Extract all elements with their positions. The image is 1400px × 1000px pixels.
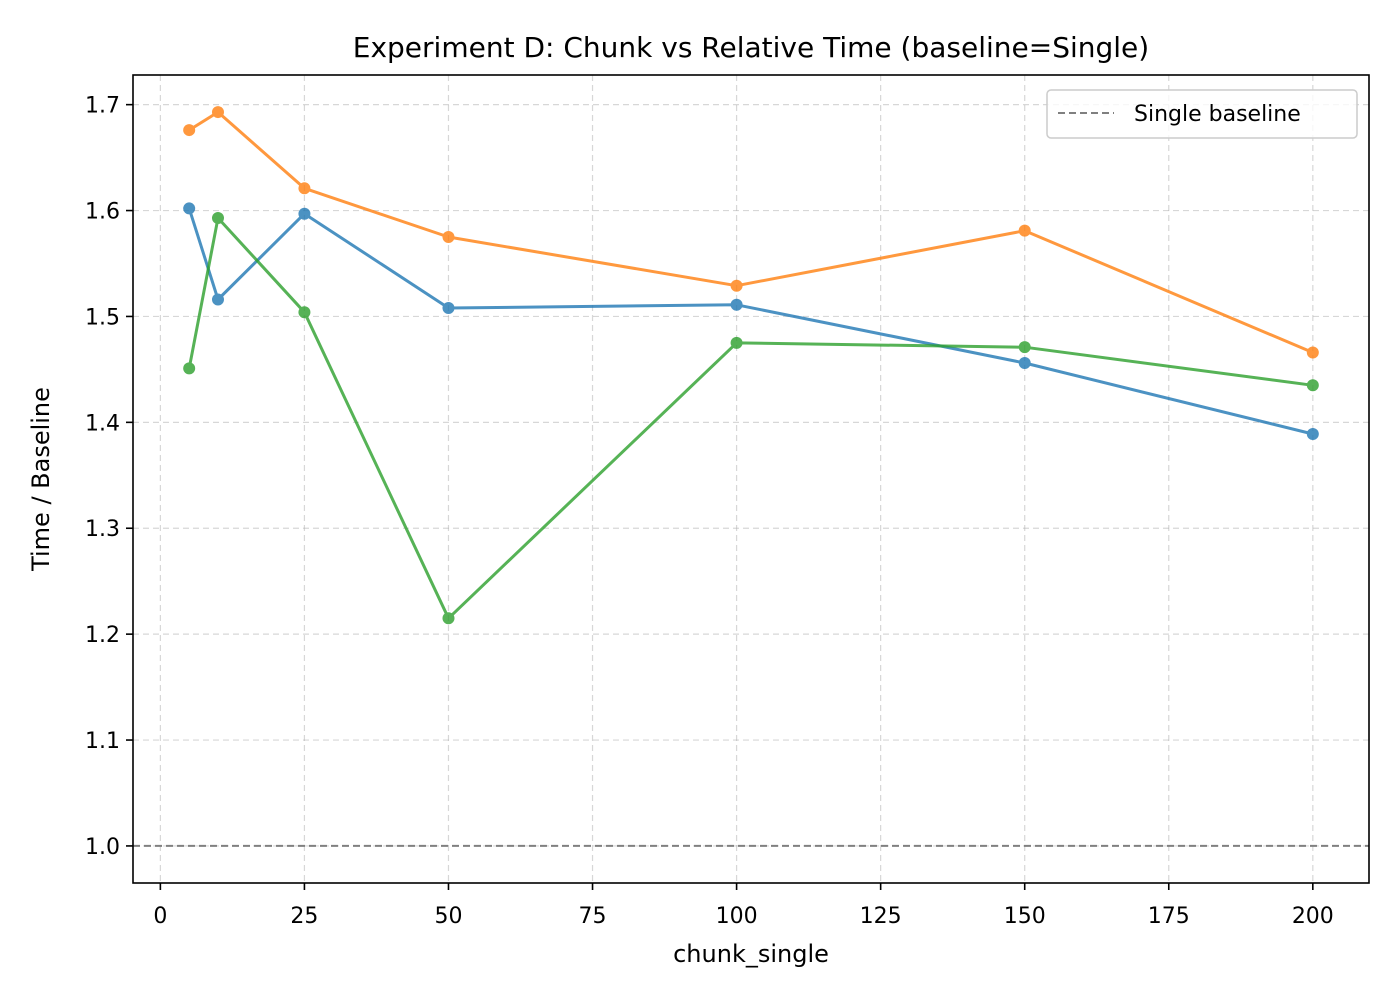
x-tick-label: 25 <box>290 904 318 929</box>
series-2 <box>183 106 1319 359</box>
x-tick-label: 175 <box>1148 904 1190 929</box>
x-tick-label: 75 <box>579 904 607 929</box>
chart-title: Experiment D: Chunk vs Relative Time (ba… <box>353 31 1149 64</box>
data-point <box>730 279 743 292</box>
data-point <box>211 106 224 119</box>
data-point <box>183 202 196 215</box>
series-layer <box>183 106 1319 625</box>
y-tick-label: 1.3 <box>85 517 120 542</box>
x-tick-label: 100 <box>716 904 758 929</box>
y-tick-label: 1.4 <box>85 411 120 436</box>
data-point <box>183 124 196 137</box>
x-axis-label: chunk_single <box>673 940 829 968</box>
y-axis-label: Time / Baseline <box>27 387 55 572</box>
legend-box <box>1046 89 1358 139</box>
plot-area-frame <box>132 74 1370 884</box>
x-tick-label: 125 <box>860 904 902 929</box>
y-tick-label: 1.1 <box>85 729 120 754</box>
x-tick-label: 0 <box>153 904 167 929</box>
data-point <box>298 207 311 220</box>
grid <box>133 75 1369 883</box>
data-point <box>1306 427 1319 440</box>
data-point <box>442 301 455 314</box>
data-point <box>730 298 743 311</box>
data-point <box>1018 357 1031 370</box>
y-tick-label: 1.6 <box>85 200 120 225</box>
data-point <box>1306 346 1319 359</box>
y-tick-label: 1.7 <box>85 94 120 119</box>
data-point <box>442 231 455 244</box>
y-tick-label: 1.0 <box>85 835 120 860</box>
x-tick-label: 50 <box>434 904 462 929</box>
series-3 <box>183 211 1319 625</box>
data-point <box>1018 341 1031 354</box>
series-1 <box>183 202 1319 440</box>
data-point <box>183 362 196 375</box>
data-point <box>730 336 743 349</box>
x-tick-label: 200 <box>1292 904 1334 929</box>
data-point <box>1018 224 1031 237</box>
y-axis-ticks: 1.0 1.1 1.2 1.3 1.4 1.5 1.6 1.7 <box>85 94 133 860</box>
series-line <box>187 207 1314 436</box>
series-line <box>187 216 1313 620</box>
x-axis-ticks: 0 25 50 75 100 125 150 175 200 <box>153 883 1334 929</box>
data-point <box>298 182 311 195</box>
y-tick-label: 1.2 <box>85 623 120 648</box>
data-point <box>1306 379 1319 392</box>
data-point <box>211 211 224 224</box>
x-tick-label: 150 <box>1004 904 1046 929</box>
legend: Single baseline <box>1046 89 1358 139</box>
y-tick-label: 1.5 <box>85 305 120 330</box>
legend-label-single-baseline: Single baseline <box>1134 102 1301 127</box>
data-point <box>442 612 455 625</box>
data-point <box>211 293 224 306</box>
data-point <box>298 306 311 319</box>
